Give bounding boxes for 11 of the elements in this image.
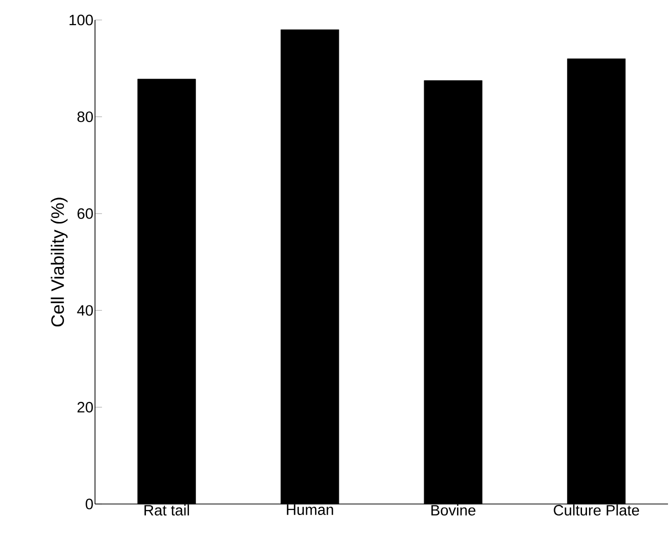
y-tick-label: 20 xyxy=(78,402,93,412)
x-tick-label: Rat tail xyxy=(144,504,189,516)
y-axis-title: Cell Viability (%) xyxy=(50,198,68,326)
x-tick-label: Human xyxy=(286,504,334,515)
y-tick-label: 40 xyxy=(77,305,93,316)
x-tick-label: Culture Plate xyxy=(554,504,640,516)
y-tick-label: 100 xyxy=(70,14,93,26)
x-tick-label: Bovine xyxy=(431,504,476,516)
y-tick-label: 60 xyxy=(78,208,93,219)
y-tick-label: 0 xyxy=(86,498,93,510)
y-tick-label: 80 xyxy=(77,111,93,122)
